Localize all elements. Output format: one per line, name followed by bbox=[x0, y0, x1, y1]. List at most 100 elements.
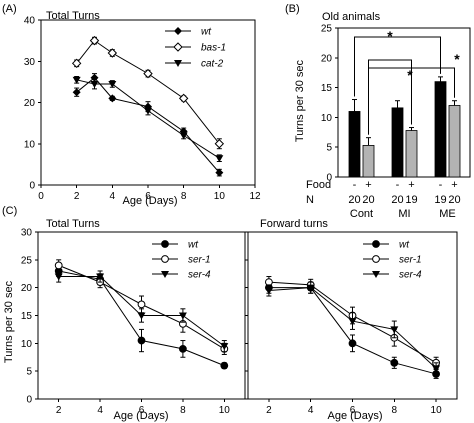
y-tick-label: 30 bbox=[24, 57, 36, 68]
series-point-wt bbox=[108, 94, 117, 103]
y-tick-label: 10 bbox=[21, 339, 33, 350]
y-tick-label: 25 bbox=[321, 24, 333, 35]
panel-c-total-title: Total Turns bbox=[46, 218, 100, 230]
series-point-cat-2 bbox=[215, 155, 224, 163]
series-point-wt bbox=[215, 168, 224, 177]
panel-b-n-label: N bbox=[306, 194, 314, 206]
x-tick-label: 4 bbox=[110, 191, 116, 202]
x-tick-label: 6 bbox=[145, 191, 151, 202]
series-point-ser-4 bbox=[178, 312, 187, 320]
panel-b: (B) Old animals Turns per 30 sec Food N … bbox=[285, 3, 471, 220]
x-tick-label: 2 bbox=[266, 405, 272, 416]
n-value: 20 bbox=[348, 194, 360, 206]
legend-entry: ser-4 bbox=[188, 270, 211, 281]
legend-entry: wt bbox=[188, 240, 199, 251]
y-tick-label: 15 bbox=[321, 83, 333, 94]
bar-ME-plus bbox=[448, 105, 461, 178]
bar-Cont-plus bbox=[362, 145, 375, 178]
series-point-bas-1 bbox=[214, 139, 225, 149]
series-point-bas-1 bbox=[143, 68, 153, 79]
series-point-wt bbox=[72, 88, 81, 97]
legend-entry: cat-2 bbox=[201, 59, 224, 70]
food-value: - bbox=[353, 179, 357, 191]
legend-entry: ser-1 bbox=[188, 255, 211, 266]
y-tick-label: 15 bbox=[21, 311, 33, 322]
y-tick-label: 20 bbox=[321, 53, 333, 64]
x-tick-label: 4 bbox=[308, 405, 314, 416]
x-tick-label: 12 bbox=[249, 191, 261, 202]
series-point-ser-4 bbox=[348, 318, 357, 326]
series-point-bas-1 bbox=[178, 93, 189, 104]
x-tick-label: 2 bbox=[74, 191, 80, 202]
series-point-bas-1 bbox=[71, 58, 82, 69]
legend-marker bbox=[161, 271, 169, 278]
x-tick-label: 10 bbox=[431, 405, 443, 416]
series-point-ser-4 bbox=[96, 273, 105, 281]
x-tick-label: 10 bbox=[219, 405, 231, 416]
series-point-wt bbox=[390, 358, 399, 367]
panel-a: (A) Total Turns Age (Days) 0 2 4 6 8 10 12 0 10 2… bbox=[2, 3, 261, 207]
bar-ME-minus bbox=[434, 81, 447, 178]
y-tick-label: 5 bbox=[26, 367, 32, 378]
series-point-ser-4 bbox=[390, 326, 399, 334]
panel-b-food-label: Food bbox=[306, 179, 331, 191]
x-tick-label: 6 bbox=[139, 405, 145, 416]
series-line-wt bbox=[76, 77, 220, 173]
y-tick-label: 20 bbox=[21, 283, 33, 294]
series-point-ser-1 bbox=[137, 300, 146, 309]
y-tick-label: 40 bbox=[24, 16, 36, 27]
legend-marker bbox=[161, 240, 169, 248]
panel-c-total-xlabel: Age (Days) bbox=[113, 410, 168, 422]
panel-c-forward: Forward turns Age (Days) 2 4 6 8 10 wt ser-1 se… bbox=[245, 218, 458, 422]
series-point-ser-1 bbox=[54, 261, 63, 270]
panel-b-label: (B) bbox=[285, 3, 300, 15]
panel-b-ylabel: Turns per 30 sec bbox=[294, 59, 306, 142]
plot-frame bbox=[337, 27, 471, 178]
food-value: + bbox=[365, 179, 371, 191]
y-tick-label: 30 bbox=[21, 228, 33, 239]
x-tick-label: 8 bbox=[180, 405, 186, 416]
series-point-cat-2 bbox=[90, 80, 99, 88]
panel-a-xlabel: Age (Days) bbox=[122, 195, 177, 207]
panel-c-total: (C) Total Turns Age (Days) Turns per 30 … bbox=[2, 205, 246, 422]
significance-bracket bbox=[368, 59, 412, 135]
group-label: ME bbox=[439, 208, 456, 220]
legend-entry: wt bbox=[201, 27, 212, 38]
y-tick-label: 5 bbox=[326, 143, 332, 154]
series-point-cat-2 bbox=[179, 132, 188, 140]
significance-star: * bbox=[407, 67, 413, 83]
panel-a-title: Total Turns bbox=[46, 10, 100, 22]
legend-entry: wt bbox=[399, 240, 410, 251]
legend-marker bbox=[372, 240, 380, 248]
series-point-wt bbox=[137, 336, 146, 345]
y-tick-label: 0 bbox=[29, 181, 35, 192]
series-point-wt bbox=[179, 345, 187, 353]
significance-bracket bbox=[368, 67, 455, 135]
x-tick-label: 4 bbox=[97, 405, 103, 416]
series-line-wt bbox=[268, 287, 437, 375]
series-point-cat-2 bbox=[144, 107, 152, 115]
panel-c-forward-title: Forward turns bbox=[260, 218, 328, 230]
y-tick-label: 25 bbox=[21, 255, 33, 266]
significance-star: * bbox=[387, 28, 393, 44]
legend-marker bbox=[372, 271, 380, 278]
series-point-ser-4 bbox=[220, 343, 229, 351]
food-value: + bbox=[451, 179, 457, 191]
series-point-cat-2 bbox=[108, 80, 117, 88]
series-point-ser-4 bbox=[264, 287, 273, 295]
legend-entry: bas-1 bbox=[201, 43, 226, 54]
n-value: 19 bbox=[434, 194, 446, 206]
series-point-wt bbox=[348, 339, 357, 348]
legend-marker bbox=[174, 60, 182, 67]
bar-MI-minus bbox=[391, 107, 404, 178]
y-tick-label: 10 bbox=[321, 113, 333, 124]
legend-marker bbox=[173, 42, 183, 52]
legend-entry: ser-4 bbox=[399, 270, 422, 281]
series-line-bas-1 bbox=[76, 39, 220, 145]
y-tick-label: 0 bbox=[326, 173, 332, 184]
series-point-ser-4 bbox=[137, 312, 146, 320]
series-line-cat-2 bbox=[76, 79, 220, 159]
significance-bracket bbox=[354, 36, 441, 97]
n-value: 20 bbox=[448, 194, 460, 206]
